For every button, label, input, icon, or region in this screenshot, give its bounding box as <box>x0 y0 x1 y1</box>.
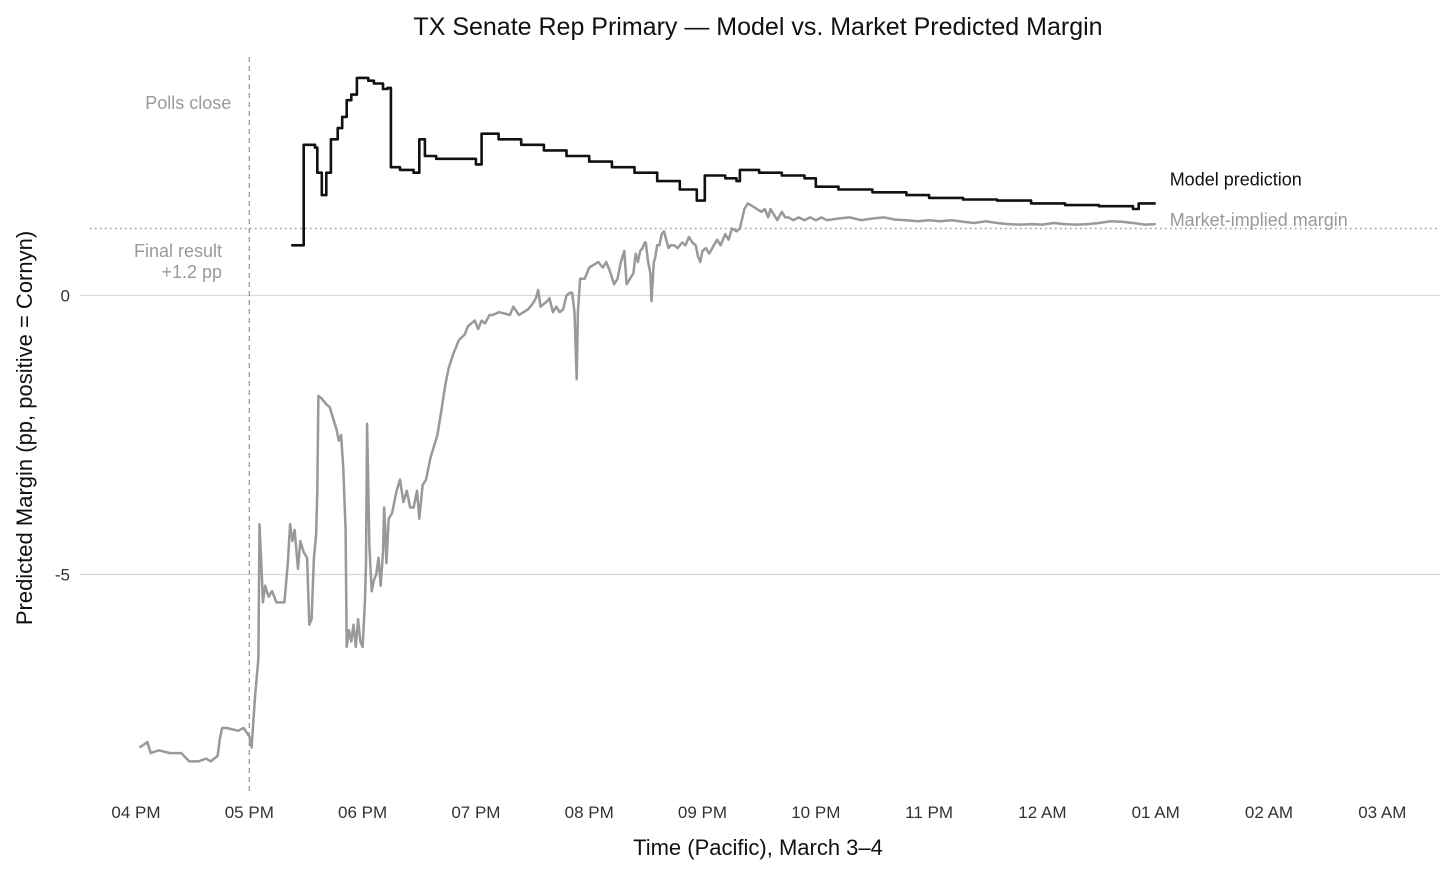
final-result-label: Final result <box>134 241 222 261</box>
x-tick-label: 06 PM <box>338 803 387 822</box>
x-tick-label: 08 PM <box>565 803 614 822</box>
chart-title: TX Senate Rep Primary — Model vs. Market… <box>413 13 1102 41</box>
annotations: Market-implied margin Model prediction Pol… <box>134 93 1348 282</box>
x-tick-label: 10 PM <box>791 803 840 822</box>
y-axis-title: Predicted Margin (pp, positive = Cornyn) <box>12 231 37 625</box>
reference-lines <box>90 57 1440 795</box>
x-tick-label: 12 AM <box>1018 803 1066 822</box>
series-group <box>138 76 1156 763</box>
x-axis-ticks: 04 PM 05 PM 06 PM 07 PM 08 PM 09 PM 10 PM 11 PM… <box>111 803 1406 822</box>
x-tick-label: 11 PM <box>905 803 953 822</box>
x-tick-label: 03 AM <box>1358 803 1406 822</box>
x-tick-label: 09 PM <box>678 803 727 822</box>
y-axis-ticks: 0 -5 <box>55 287 70 585</box>
model-prediction-line <box>291 76 1156 247</box>
x-tick-label: 01 AM <box>1132 803 1180 822</box>
x-tick-label: 04 PM <box>111 803 160 822</box>
x-tick-label: 02 AM <box>1245 803 1293 822</box>
x-tick-label: 05 PM <box>225 803 274 822</box>
market-implied-label: Market-implied margin <box>1170 210 1348 230</box>
model-prediction-label: Model prediction <box>1170 169 1302 189</box>
x-tick-label: 07 PM <box>451 803 500 822</box>
gridlines <box>80 294 1440 576</box>
x-axis-title: Time (Pacific), March 3–4 <box>633 835 883 860</box>
polls-close-label: Polls close <box>145 93 231 113</box>
y-tick-label: -5 <box>55 566 70 585</box>
final-result-value: +1.2 pp <box>161 262 222 282</box>
y-tick-label: 0 <box>61 287 70 306</box>
market-implied-margin-line <box>138 202 1156 763</box>
